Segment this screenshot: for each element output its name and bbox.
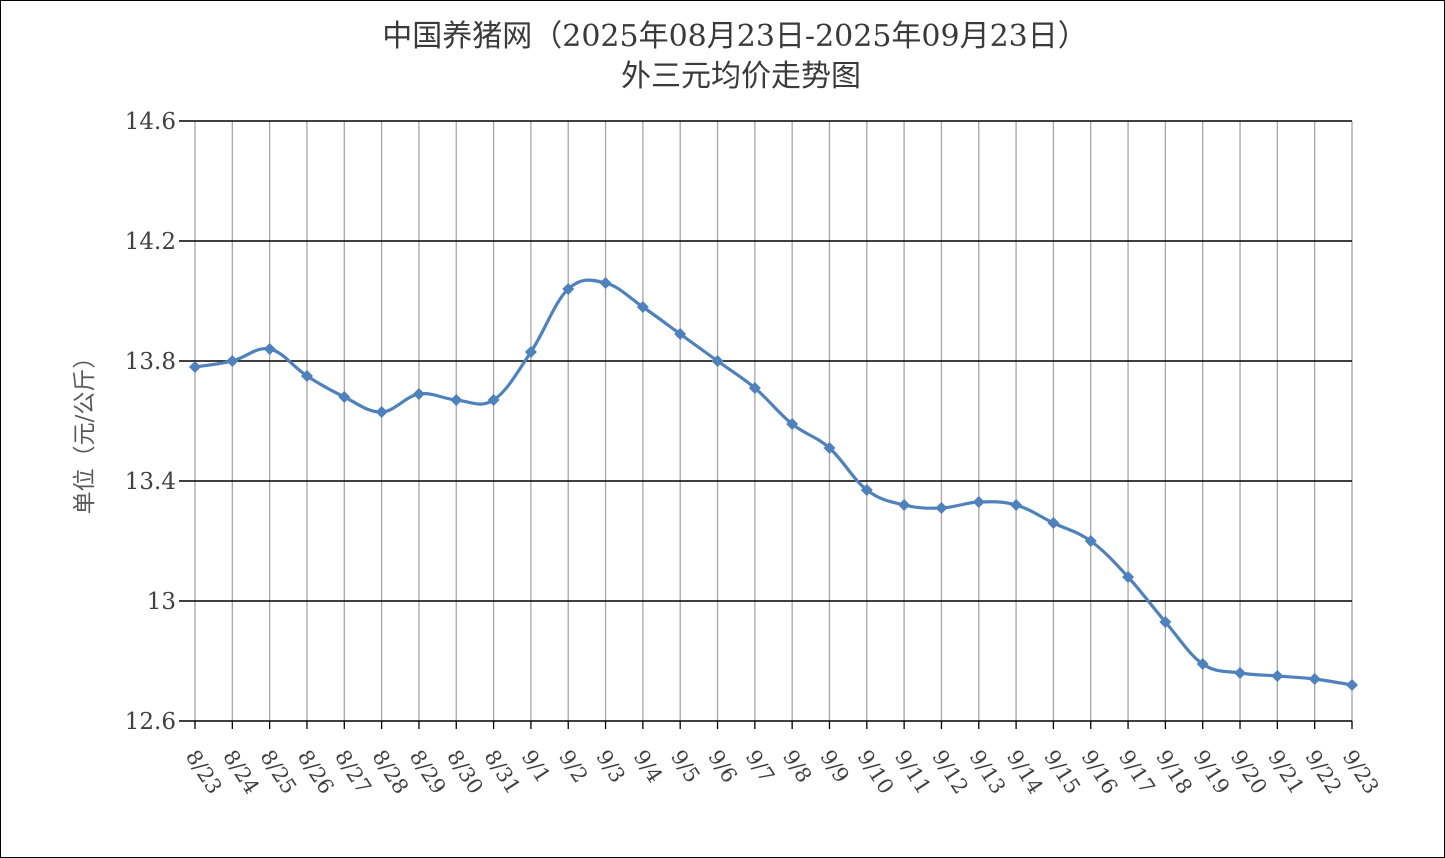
x-tick-label: 9/12 [927, 746, 973, 799]
data-point [636, 301, 649, 313]
data-point [711, 355, 724, 367]
x-tick-label: 8/28 [367, 746, 413, 799]
data-point [599, 277, 612, 289]
series-line [194, 278, 1353, 687]
data-point [1271, 670, 1284, 682]
y-tick-label: 14.2 [125, 229, 176, 255]
x-tick-label: 9/21 [1263, 746, 1309, 799]
x-tick-label: 9/8 [778, 746, 817, 787]
x-tick-label: 9/11 [890, 746, 936, 799]
x-tick-label: 8/23 [181, 746, 227, 799]
x-axis-ticks: 8/238/248/258/268/278/288/298/308/31 9/19… [181, 721, 1384, 798]
data-point [338, 391, 351, 403]
x-tick-label: 8/27 [330, 746, 376, 799]
data-point [1196, 658, 1209, 670]
data-point [935, 502, 948, 514]
y-tick-label: 13.8 [125, 349, 176, 375]
x-tick-label: 9/15 [1039, 746, 1085, 799]
x-tick-label: 8/31 [479, 746, 525, 799]
x-tick-label: 9/7 [741, 746, 780, 787]
vertical-gridlines [194, 121, 1353, 721]
data-point [1047, 517, 1060, 529]
x-tick-label: 9/9 [815, 746, 854, 787]
y-tick-label: 12.6 [125, 709, 176, 735]
x-tick-label: 9/14 [1002, 746, 1048, 799]
data-point [300, 370, 313, 382]
x-tick-label: 8/29 [405, 746, 451, 799]
x-tick-label: 9/22 [1300, 746, 1346, 799]
data-point [786, 418, 799, 430]
x-tick-label: 9/6 [703, 746, 742, 787]
data-point [748, 382, 761, 394]
y-axis-ticks: 12.6 13 13.4 13.8 14.2 14.6 [125, 109, 176, 735]
data-point [1234, 667, 1247, 679]
data-point [972, 496, 985, 508]
y-tick-label: 13 [147, 589, 176, 615]
x-tick-label: 9/13 [965, 746, 1011, 799]
series-layer [189, 277, 1358, 691]
x-tick-label: 9/23 [1338, 746, 1384, 799]
x-tick-label: 9/16 [1077, 746, 1123, 799]
horizontal-gridlines [179, 120, 1352, 722]
data-point [1308, 673, 1321, 685]
data-point [487, 394, 500, 406]
x-tick-label: 9/17 [1114, 746, 1160, 799]
x-tick-label: 9/2 [554, 746, 593, 787]
data-point [1346, 679, 1358, 691]
chart-title: 中国养猪网（2025年08月23日-2025年09月23日） [382, 19, 1088, 54]
data-point [1010, 499, 1023, 511]
data-point [263, 343, 276, 355]
data-point [823, 442, 836, 454]
x-tick-label: 9/19 [1189, 746, 1235, 799]
chart-subtitle: 外三元均价走势图 [621, 59, 861, 94]
x-tick-label: 9/20 [1226, 746, 1272, 799]
x-tick-label: 9/4 [629, 746, 668, 787]
x-tick-label: 8/24 [218, 746, 264, 799]
data-point [375, 406, 388, 418]
x-tick-label: 8/26 [293, 746, 339, 799]
data-point [1159, 616, 1172, 628]
data-point [562, 283, 575, 295]
y-axis-label: 单位（元/公斤） [72, 346, 98, 515]
x-tick-label: 9/10 [853, 746, 899, 799]
data-point [524, 346, 537, 358]
x-tick-label: 9/3 [591, 746, 630, 787]
data-point [1084, 535, 1097, 547]
data-point [226, 355, 239, 367]
data-point [860, 484, 873, 496]
x-tick-label: 9/18 [1151, 746, 1197, 799]
data-point [1122, 571, 1135, 583]
x-tick-label: 8/25 [255, 746, 301, 799]
data-point [674, 328, 687, 340]
data-point [412, 388, 425, 400]
data-point [189, 361, 201, 373]
y-tick-label: 13.4 [125, 469, 176, 495]
y-tick-label: 14.6 [125, 109, 176, 135]
data-point [450, 394, 463, 406]
data-point [898, 499, 911, 511]
x-tick-label: 8/30 [442, 746, 488, 799]
x-tick-label: 9/5 [666, 746, 705, 787]
